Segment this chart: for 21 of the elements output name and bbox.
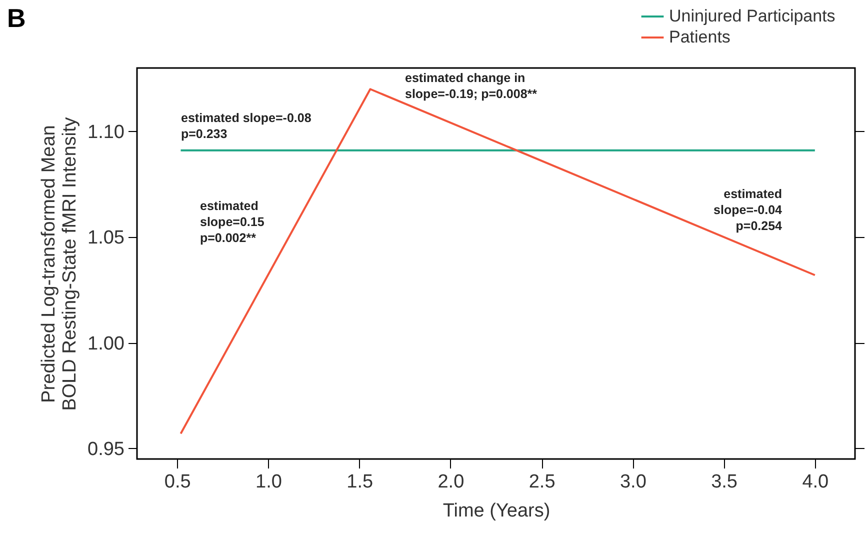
annotation: estimated change in slope=-0.19; p=0.008** [405, 71, 538, 101]
annotation: estimated slope=0.15 p=0.002** [200, 199, 264, 245]
x-tick-label: 1.0 [255, 472, 282, 492]
x-tick-label: 1.5 [346, 472, 374, 492]
x-tick-label: 4.0 [802, 472, 829, 492]
x-tick-label: 2.5 [528, 472, 556, 492]
y-tick-label: 0.95 [88, 438, 124, 460]
x-tick-label: 3.0 [620, 472, 646, 492]
annotation: estimated slope=-0.04 p=0.254 [714, 187, 782, 233]
y-tick-label: 1.10 [88, 122, 124, 143]
legend-label: Patients [669, 28, 730, 46]
y-tick-label: 1.00 [88, 333, 124, 354]
x-tick-label: 3.5 [711, 472, 738, 492]
x-tick-label: 0.5 [164, 472, 191, 492]
x-axis-title: Time (Years) [442, 500, 550, 522]
y-tick-label: 1.05 [88, 228, 124, 249]
legend-label: Uninjured Participants [669, 6, 836, 26]
annotation: estimated slope=-0.08 p=0.233 [181, 111, 312, 141]
y-axis-title: Predicted Log-transformed Mean BOLD Resting-State fMRI Intensity [38, 116, 81, 411]
x-tick-label: 2.0 [438, 472, 464, 492]
chart-title: B [7, 3, 26, 33]
